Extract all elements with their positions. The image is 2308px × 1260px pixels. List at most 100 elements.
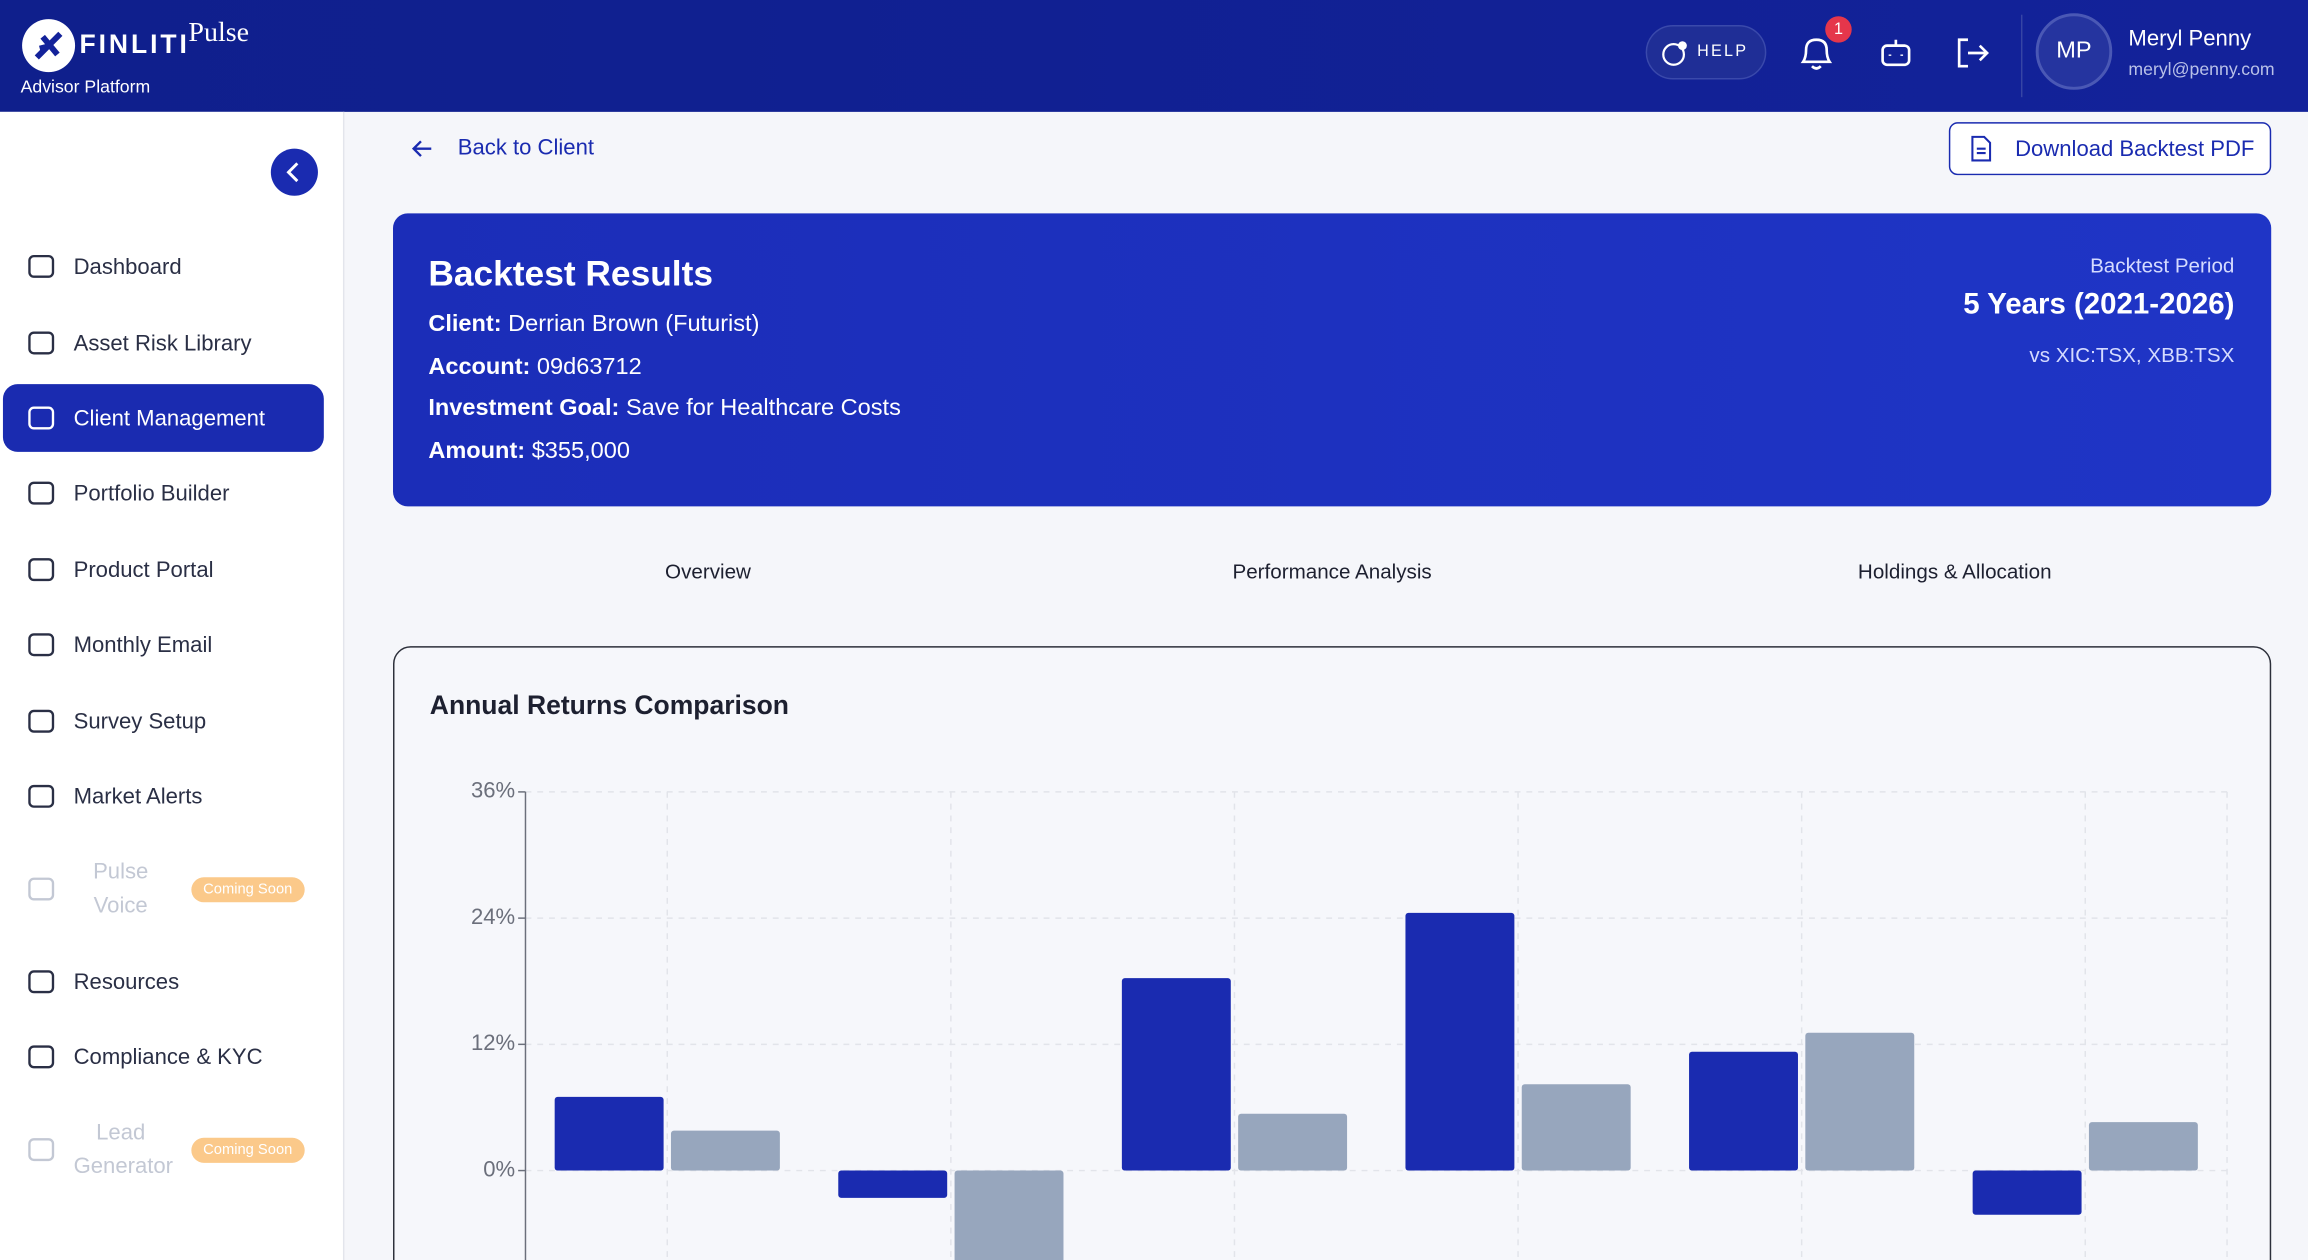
tab[interactable]: Overview: [665, 559, 751, 583]
benchmark: vs XIC:TSX, XBB:TSX: [2029, 342, 2235, 367]
nav-icon: [28, 558, 55, 582]
nav-icon: [28, 709, 55, 733]
nav-icon: [28, 1138, 55, 1162]
user-email: meryl@penny.com: [2128, 58, 2275, 80]
field-label: Client:: [428, 312, 502, 338]
nav-item[interactable]: Product Portal: [3, 536, 324, 604]
nav-icon: [28, 406, 55, 430]
field-value: Derrian Brown (Futurist): [508, 312, 760, 338]
field-label: Amount:: [428, 438, 526, 464]
field-label: Investment Goal:: [428, 396, 620, 422]
nav-label: Client Management: [73, 405, 266, 431]
brand: FINLITI: [79, 29, 190, 59]
assistant-icon[interactable]: [1877, 34, 1915, 72]
logout-icon[interactable]: [1953, 34, 1991, 72]
y-tick-label: 24%: [471, 904, 515, 929]
nav-label: Asset Risk Library: [73, 330, 252, 356]
nav-icon: [28, 331, 55, 355]
nav-icon: [28, 633, 55, 657]
collapse-button[interactable]: [270, 148, 318, 196]
bar: [1805, 1032, 1915, 1171]
pdf-icon: [1971, 135, 1992, 162]
field-value: $355,000: [531, 438, 630, 464]
nav-item[interactable]: Resources: [3, 948, 324, 1016]
nav-icon: [28, 970, 55, 994]
nav-label: Market Alerts: [73, 783, 203, 809]
field-value: 09d63712: [536, 354, 642, 380]
y-tick-label: 36%: [471, 778, 515, 803]
bar: [1972, 1170, 2082, 1215]
nav-label: Survey Setup: [73, 708, 207, 734]
field: Client: Derrian Brown (Futurist): [428, 312, 759, 338]
field: Account: 09d63712: [428, 354, 641, 380]
help-icon: [1662, 41, 1687, 66]
field-value: Save for Healthcare Costs: [625, 396, 901, 422]
field: Investment Goal: Save for Healthcare Cos…: [428, 397, 901, 423]
nav-item[interactable]: Pulse Voice Coming Soon: [3, 855, 324, 923]
nav-item[interactable]: Survey Setup: [3, 687, 324, 755]
bar: [1689, 1051, 1798, 1171]
back-link[interactable]: Back to Client: [411, 135, 594, 160]
bar: [1121, 978, 1231, 1171]
field-label: Account:: [428, 354, 531, 380]
download-button[interactable]: Download Backtest PDF: [1948, 122, 2272, 176]
nav-icon: [28, 254, 55, 278]
bar: [954, 1170, 1064, 1260]
help-button[interactable]: HELP: [1645, 25, 1767, 80]
download-label: Download Backtest PDF: [2015, 136, 2255, 162]
nav-label: Dashboard: [73, 253, 182, 279]
nav-icon: [28, 784, 55, 808]
sidebar: Dashboard Asset Risk Library Client Manage…: [0, 111, 345, 1260]
bar: [1238, 1113, 1348, 1171]
nav-label: Resources: [73, 969, 180, 995]
avatar[interactable]: MP: [2035, 13, 2113, 90]
nav-item[interactable]: Market Alerts: [3, 762, 324, 830]
nav-item[interactable]: Asset Risk Library: [3, 309, 324, 377]
chart-title: Annual Returns Comparison: [429, 690, 790, 720]
banner: Backtest Results Backtest Period 5 Years…: [393, 213, 2272, 507]
notification-count: 1: [1825, 16, 1852, 43]
back-arrow: [411, 139, 432, 157]
divider: [2020, 14, 2023, 98]
nav-item[interactable]: Compliance & KYC: [3, 1023, 324, 1091]
nav-item[interactable]: Lead Generator Coming Soon: [3, 1116, 324, 1184]
tab[interactable]: Performance Analysis: [1232, 559, 1432, 583]
nav-label: Lead Generator: [73, 1120, 174, 1180]
nav-item[interactable]: Monthly Email: [3, 611, 324, 679]
help-label: HELP: [1697, 42, 1749, 61]
top-bar: FINLITI Pulse Advisor Platform HELP 1 MP…: [0, 0, 2308, 112]
nav-icon: [28, 877, 55, 901]
coming-soon-badge: Coming Soon: [191, 876, 305, 902]
logo-mark: [22, 19, 76, 73]
bar: [670, 1130, 780, 1171]
subtitle: Advisor Platform: [20, 76, 151, 98]
field: Amount: $355,000: [428, 439, 630, 465]
nav-label: Compliance & KYC: [73, 1044, 263, 1070]
nav-label: Pulse Voice: [93, 859, 149, 919]
nav-label: Product Portal: [73, 557, 214, 583]
period: 5 Years (2021-2026): [1963, 288, 2235, 321]
nav-item[interactable]: Portfolio Builder: [3, 459, 324, 527]
nav-label: Portfolio Builder: [73, 480, 230, 506]
banner-title: Backtest Results: [428, 254, 714, 295]
nav-icon: [28, 1045, 55, 1069]
bar: [554, 1096, 664, 1171]
bar: [1521, 1084, 1631, 1171]
product: Pulse: [188, 17, 250, 49]
nav-item[interactable]: Client Management: [2, 384, 324, 452]
bar: [1405, 912, 1515, 1171]
user-name: Meryl Penny: [2128, 26, 2252, 52]
bell-icon[interactable]: [1796, 32, 1837, 73]
bar: [2088, 1122, 2198, 1171]
nav-item[interactable]: Dashboard: [3, 233, 324, 301]
y-tick-label: 0%: [483, 1156, 515, 1181]
back-label: Back to Client: [457, 135, 594, 161]
coming-soon-badge: Coming Soon: [191, 1137, 305, 1163]
chevron: [286, 162, 299, 183]
bar: [838, 1170, 948, 1198]
tab[interactable]: Holdings & Allocation: [1857, 559, 2052, 583]
nav-icon: [28, 481, 55, 505]
